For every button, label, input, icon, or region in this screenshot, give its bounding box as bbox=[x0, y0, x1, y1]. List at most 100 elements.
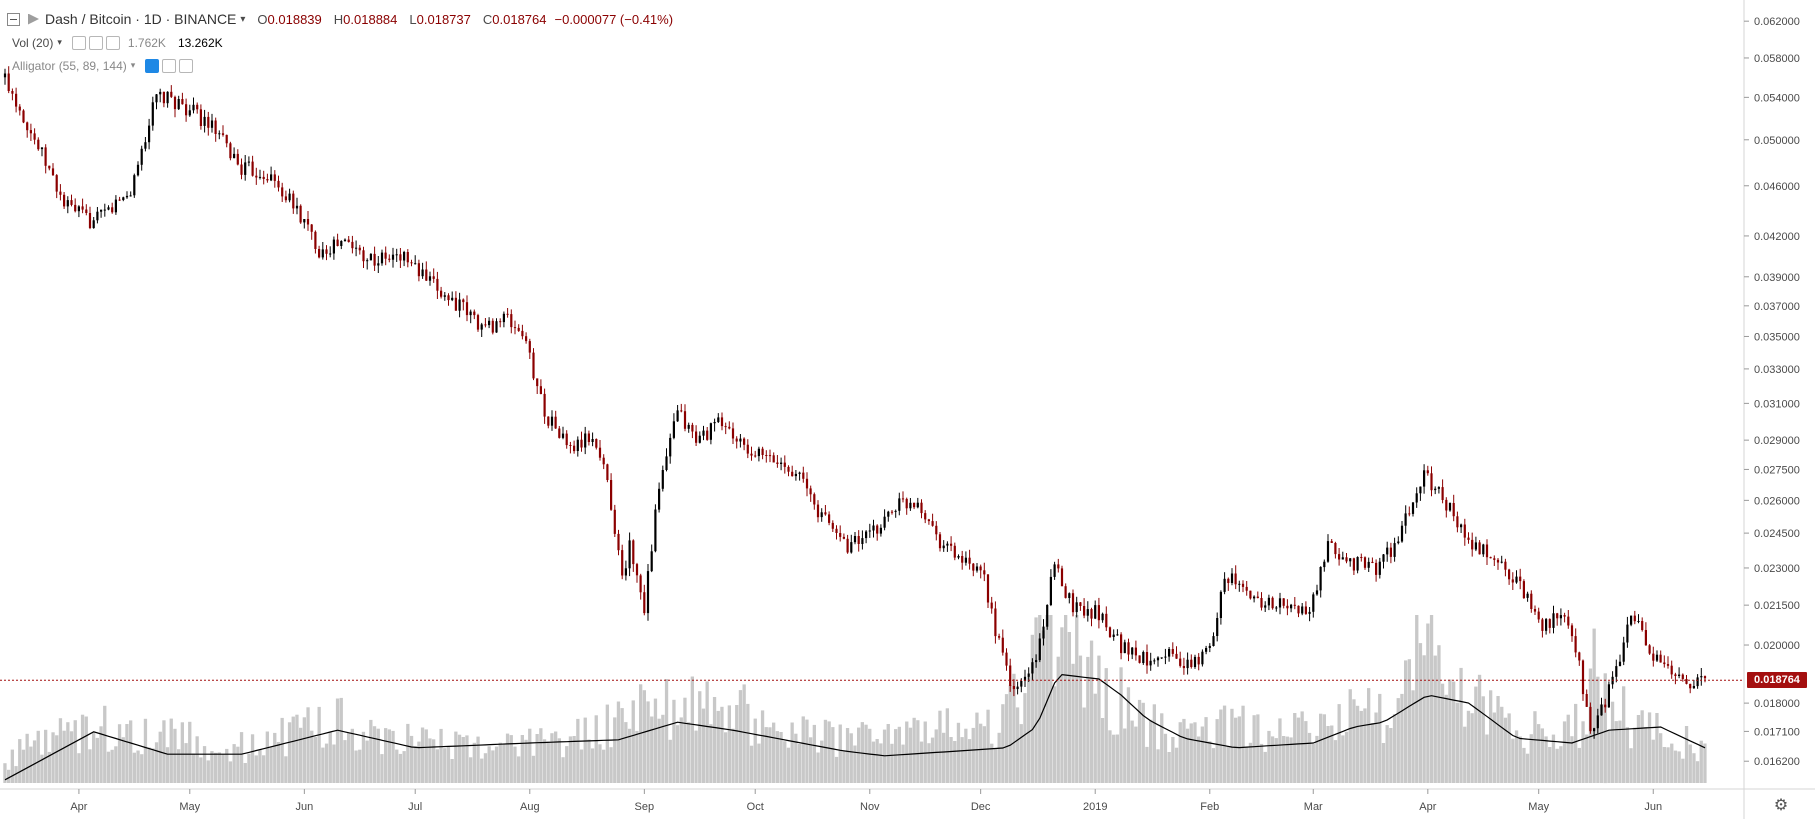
candle-body bbox=[1626, 624, 1629, 643]
eye-off-icon[interactable] bbox=[145, 59, 160, 73]
candle-body bbox=[1241, 583, 1245, 587]
candle-body bbox=[1522, 581, 1525, 598]
candle-body bbox=[1060, 568, 1064, 587]
volume-bar bbox=[650, 716, 654, 783]
candle-body bbox=[865, 531, 868, 539]
candle-body bbox=[1426, 470, 1429, 474]
close-icon[interactable] bbox=[105, 36, 120, 50]
candle-body bbox=[1556, 613, 1559, 619]
candle-body bbox=[1363, 557, 1367, 568]
volume-bar bbox=[505, 733, 510, 783]
volume-bar bbox=[1045, 615, 1049, 783]
volume-bar bbox=[805, 719, 809, 783]
candle-body bbox=[244, 162, 247, 175]
volume-bar bbox=[162, 720, 166, 783]
candle-body bbox=[628, 540, 631, 569]
volume-bar bbox=[1134, 726, 1138, 783]
symbol-title[interactable]: Dash / Bitcoin · 1D · BINANCE bbox=[45, 11, 237, 27]
settings-icon[interactable] bbox=[88, 36, 103, 50]
volume-bar bbox=[624, 722, 628, 783]
time-axis[interactable]: Apr May Jun Jul Aug Sep Oct Nov Dec 2019 Feb Mar Apr… bbox=[70, 789, 1662, 813]
candle-body bbox=[314, 231, 317, 249]
volume-bar bbox=[1252, 715, 1256, 783]
candle-body bbox=[1297, 605, 1300, 614]
candle-body bbox=[1530, 593, 1533, 609]
volume-bar bbox=[14, 766, 18, 783]
chevron-down-icon[interactable]: ▾ bbox=[57, 38, 62, 48]
candle-body bbox=[968, 557, 971, 564]
candle-body bbox=[876, 525, 879, 534]
candle-body bbox=[1057, 564, 1060, 569]
volume-bar bbox=[1237, 716, 1241, 783]
candle-body bbox=[931, 521, 934, 526]
volume-bar bbox=[1618, 720, 1622, 783]
volume-bar bbox=[1636, 715, 1641, 783]
close-icon[interactable] bbox=[179, 59, 194, 73]
candle-body bbox=[953, 545, 956, 558]
candle-body bbox=[1641, 621, 1644, 630]
candle-body bbox=[1068, 593, 1071, 598]
alligator-indicator-name[interactable]: Alligator (55, 89, 144) bbox=[12, 59, 127, 73]
volume-bar bbox=[269, 746, 273, 783]
candle-body bbox=[270, 174, 273, 181]
volume-bar bbox=[1514, 730, 1519, 783]
price-axis[interactable]: 0.062000 0.058000 0.054000 0.050000 0.046000… bbox=[1744, 16, 1800, 768]
volume-bar bbox=[1662, 747, 1666, 783]
candle-body bbox=[162, 91, 165, 104]
volume-bar bbox=[483, 753, 488, 783]
candle-body bbox=[7, 73, 10, 91]
candle-body bbox=[750, 453, 753, 456]
volume-bar bbox=[598, 744, 602, 783]
candle-body bbox=[11, 91, 14, 94]
volume-bar bbox=[21, 749, 26, 783]
alligator-legend[interactable]: Alligator (55, 89, 144) ▾ bbox=[0, 56, 194, 76]
candle-body bbox=[44, 147, 47, 166]
volume-bar bbox=[912, 717, 916, 783]
candle-body bbox=[1171, 649, 1174, 654]
candle-body bbox=[3, 73, 7, 78]
volume-bar bbox=[731, 728, 735, 783]
volume-bar bbox=[572, 736, 576, 783]
volume-bar bbox=[672, 699, 676, 783]
candle-body bbox=[1615, 666, 1618, 677]
volume-bar bbox=[1474, 686, 1478, 783]
volume-bar bbox=[687, 722, 691, 783]
volume-bar bbox=[1633, 727, 1637, 783]
volume-bar bbox=[1355, 705, 1360, 783]
volume-ma-value: 13.262K bbox=[177, 36, 223, 50]
candle-body bbox=[576, 439, 579, 451]
volume-bar bbox=[103, 705, 107, 783]
candle-body bbox=[1400, 525, 1404, 542]
chevron-down-icon[interactable]: ▾ bbox=[240, 13, 246, 25]
gear-icon[interactable]: ⚙ bbox=[1773, 795, 1789, 814]
settings-icon[interactable] bbox=[162, 59, 177, 73]
volume-bar bbox=[971, 727, 975, 783]
volume-bar bbox=[990, 743, 994, 783]
volume-bar bbox=[1341, 735, 1345, 783]
volume-indicator-name[interactable]: Vol (20) bbox=[12, 36, 54, 50]
volume-bar bbox=[1670, 743, 1674, 783]
chevron-down-icon[interactable]: ▾ bbox=[130, 61, 136, 71]
candle-body bbox=[1212, 636, 1215, 646]
volume-bar bbox=[724, 732, 728, 783]
candle-body bbox=[1064, 586, 1067, 598]
volume-bar bbox=[29, 746, 33, 783]
volume-bar bbox=[1071, 663, 1075, 783]
candle-body bbox=[1341, 557, 1344, 560]
candle-body bbox=[665, 456, 668, 470]
volume-bar bbox=[868, 728, 872, 783]
volume-bar bbox=[1492, 712, 1496, 783]
volume-legend[interactable]: Vol (20) ▾ 1.762K 13.262K bbox=[0, 33, 223, 53]
volume-bar bbox=[77, 753, 81, 783]
eye-icon[interactable] bbox=[71, 36, 86, 50]
volume-bar bbox=[1319, 713, 1323, 783]
candle-body bbox=[273, 174, 276, 181]
candle-body bbox=[1670, 665, 1673, 675]
candle-body bbox=[1352, 558, 1355, 571]
volume-bar bbox=[432, 739, 436, 783]
minus-box-icon[interactable] bbox=[7, 12, 20, 26]
candle-body bbox=[1537, 611, 1540, 620]
volume-bar bbox=[310, 730, 314, 783]
volume-bar bbox=[1666, 747, 1670, 783]
